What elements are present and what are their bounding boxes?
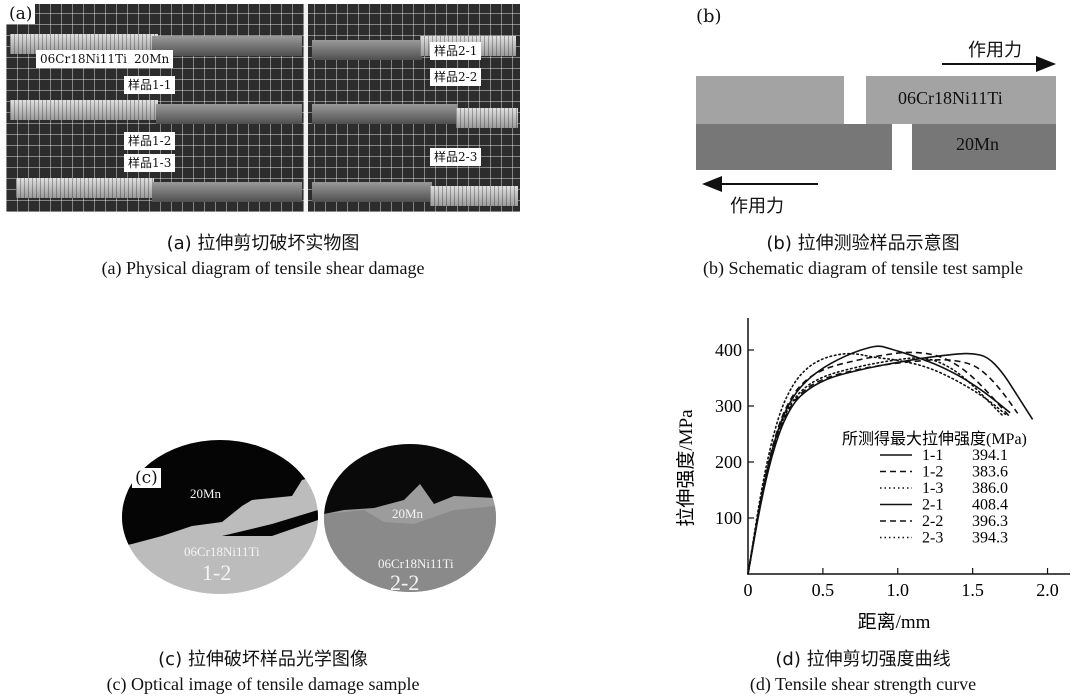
sample-strip bbox=[152, 182, 302, 202]
sample-strip bbox=[152, 36, 302, 56]
sample-strip bbox=[16, 178, 154, 198]
photo-divider bbox=[304, 4, 308, 212]
sample-id: 2-2 bbox=[390, 570, 420, 592]
legend-entry-value: 396.3 bbox=[972, 513, 1008, 530]
series-line-1-2 bbox=[747, 358, 1019, 575]
sample-strip bbox=[10, 100, 158, 120]
chart-axes bbox=[747, 318, 1070, 575]
series-line-2-3 bbox=[747, 352, 1007, 575]
bottom-plate-left bbox=[696, 124, 892, 170]
chart-ticks: 0 0.5 1.0 1.5 2.0 100 200 300 400 bbox=[715, 340, 1059, 600]
sample-photo: (a) 06Cr18Ni11Ti 20Mn 样品1-1 样品1-2 样品1-3 … bbox=[6, 4, 520, 212]
x-tick-label: 0 bbox=[744, 580, 753, 600]
caption-a-en: (a) Physical diagram of tensile shear da… bbox=[101, 258, 425, 278]
x-tick-label: 1.0 bbox=[887, 580, 910, 600]
sample-strip bbox=[156, 104, 302, 124]
chart-series bbox=[747, 345, 1034, 575]
y-tick-label: 400 bbox=[715, 340, 742, 360]
series-line-2-1 bbox=[747, 345, 1011, 575]
force-label-top: 作用力 bbox=[968, 40, 1022, 61]
x-tick-label: 1.5 bbox=[961, 580, 984, 600]
legend-entry-value: 394.1 bbox=[972, 447, 1008, 464]
sample-strip bbox=[312, 182, 432, 202]
series-line-2-2 bbox=[747, 351, 1011, 575]
legend-entry-name: 1-2 bbox=[922, 464, 943, 481]
sample-strip bbox=[312, 40, 422, 60]
legend-entry-value: 386.0 bbox=[972, 480, 1008, 497]
legend-entry-name: 2-2 bbox=[922, 513, 943, 530]
caption-b-en: (b) Schematic diagram of tensile test sa… bbox=[703, 258, 1023, 278]
sample-strip bbox=[10, 34, 158, 54]
top-plate-left bbox=[696, 76, 844, 124]
top-material-label: 06Cr18Ni11Ti bbox=[898, 88, 1003, 108]
legend-entry-name: 2-3 bbox=[922, 530, 943, 547]
force-label-bottom: 作用力 bbox=[730, 196, 784, 217]
legend-entry-name: 2-1 bbox=[922, 497, 943, 514]
optical-image-2-2: 20Mn 06Cr18Ni11Ti 2-2 bbox=[324, 444, 496, 592]
sample-id: 1-2 bbox=[202, 560, 232, 585]
legend-entry-name: 1-3 bbox=[922, 480, 943, 497]
caption-c: (c) 拉伸破坏样品光学图像 (c) Optical image of tens… bbox=[6, 648, 520, 696]
sample-label-2-2: 样品2-2 bbox=[430, 68, 482, 86]
material-label-steel: 06Cr18Ni11Ti bbox=[36, 50, 131, 68]
sample-label-2-3: 样品2-3 bbox=[430, 148, 482, 166]
caption-c-cn: (c) 拉伸破坏样品光学图像 bbox=[158, 649, 368, 670]
caption-d-cn: (d) 拉伸剪切强度曲线 bbox=[775, 649, 951, 670]
micro-label-mn: 20Mn bbox=[392, 506, 424, 521]
sample-label-1-1: 样品1-1 bbox=[124, 76, 176, 94]
x-tick-label: 2.0 bbox=[1036, 580, 1059, 600]
legend-entry-value: 408.4 bbox=[972, 497, 1008, 514]
fracture-region bbox=[122, 440, 318, 594]
caption-c-en: (c) Optical image of tensile damage samp… bbox=[106, 674, 420, 694]
legend-entry-value: 394.3 bbox=[972, 530, 1008, 547]
series-line-1-3 bbox=[747, 357, 1004, 575]
x-tick-label: 0.5 bbox=[812, 580, 835, 600]
x-axis-label: 距离/mm bbox=[858, 611, 931, 633]
sample-strip bbox=[430, 186, 518, 206]
panel-a-letter: (a) bbox=[6, 4, 36, 24]
legend-title: 所测得最大拉伸强度(MPa) bbox=[842, 430, 1027, 448]
optical-image-1-2: 20Mn 06Cr18Ni11Ti 1-2 bbox=[122, 440, 318, 594]
micro-label-steel: 06Cr18Ni11Ti bbox=[184, 544, 260, 559]
bottom-material-label: 20Mn bbox=[956, 134, 1000, 154]
sample-label-2-1: 样品2-1 bbox=[430, 42, 482, 60]
strength-curve-chart: 0 0.5 1.0 1.5 2.0 100 200 300 400 所测得最大拉伸强度(MPa)… bbox=[675, 318, 1070, 633]
y-tick-label: 100 bbox=[715, 508, 742, 528]
chart-legend: 所测得最大拉伸强度(MPa)1-1 394.1 1-2 383.6 1-3 386.0 2-… bbox=[842, 430, 1027, 547]
micro-label-steel: 06Cr18Ni11Ti bbox=[378, 556, 454, 571]
sample-strip bbox=[312, 104, 458, 124]
bottom-plate-right bbox=[912, 124, 1056, 170]
tensile-sample-schematic bbox=[696, 56, 1056, 192]
panel-c-letter: (c) bbox=[132, 468, 161, 488]
caption-d: (d) 拉伸剪切强度曲线 (d) Tensile shear strength … bbox=[650, 648, 1076, 696]
material-label-mn: 20Mn bbox=[130, 50, 174, 68]
y-tick-label: 200 bbox=[715, 452, 742, 472]
sample-strip bbox=[456, 108, 518, 128]
legend-entry-value: 383.6 bbox=[972, 464, 1008, 481]
caption-b: (b) 拉伸测验样品示意图 (b) Schematic diagram of t… bbox=[650, 232, 1076, 280]
y-tick-label: 300 bbox=[715, 396, 742, 416]
panel-b-letter: (b) bbox=[696, 6, 722, 27]
legend-entry-name: 1-1 bbox=[922, 447, 943, 464]
caption-a: (a) 拉伸剪切破坏实物图 (a) Physical diagram of te… bbox=[6, 232, 520, 280]
sample-label-1-2: 样品1-2 bbox=[124, 132, 176, 150]
micro-label-mn: 20Mn bbox=[190, 486, 222, 501]
fracture-region bbox=[324, 444, 496, 592]
top-plate-right bbox=[866, 76, 1056, 124]
caption-a-cn: (a) 拉伸剪切破坏实物图 bbox=[166, 233, 360, 254]
sample-label-1-3: 样品1-3 bbox=[124, 154, 176, 172]
caption-d-en: (d) Tensile shear strength curve bbox=[749, 674, 977, 694]
caption-b-cn: (b) 拉伸测验样品示意图 bbox=[766, 233, 960, 254]
y-axis-label: 拉伸强度/MPa bbox=[675, 409, 697, 527]
